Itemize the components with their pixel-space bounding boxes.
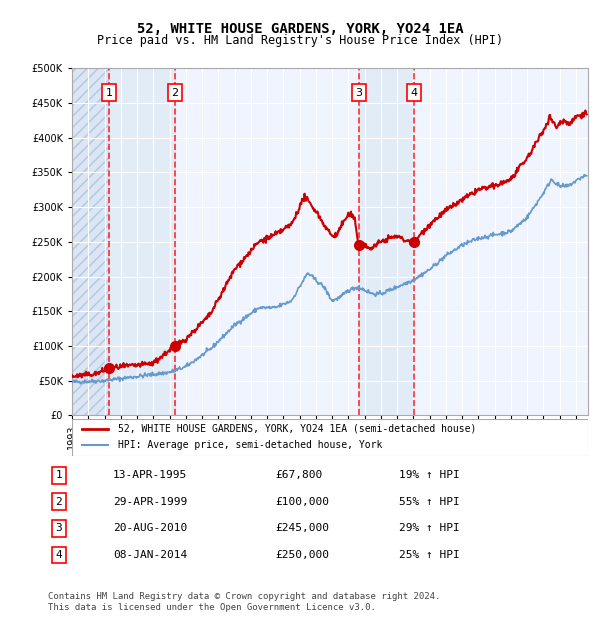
Text: £67,800: £67,800: [275, 470, 322, 480]
Text: 29-APR-1999: 29-APR-1999: [113, 497, 187, 507]
Text: 08-JAN-2014: 08-JAN-2014: [113, 550, 187, 560]
Text: 52, WHITE HOUSE GARDENS, YORK, YO24 1EA: 52, WHITE HOUSE GARDENS, YORK, YO24 1EA: [137, 22, 463, 36]
Text: 3: 3: [55, 523, 62, 533]
Text: 25% ↑ HPI: 25% ↑ HPI: [399, 550, 460, 560]
Text: 2: 2: [55, 497, 62, 507]
Text: £245,000: £245,000: [275, 523, 329, 533]
Text: Contains HM Land Registry data © Crown copyright and database right 2024.
This d: Contains HM Land Registry data © Crown c…: [48, 592, 440, 611]
Text: 1: 1: [55, 470, 62, 480]
Text: 55% ↑ HPI: 55% ↑ HPI: [399, 497, 460, 507]
Text: HPI: Average price, semi-detached house, York: HPI: Average price, semi-detached house,…: [118, 440, 383, 450]
Bar: [72, 68, 109, 415]
Bar: [72, 68, 109, 415]
Text: 2: 2: [172, 87, 178, 97]
Text: 1: 1: [106, 87, 113, 97]
FancyBboxPatch shape: [72, 418, 588, 456]
Text: 4: 4: [55, 550, 62, 560]
Text: Price paid vs. HM Land Registry's House Price Index (HPI): Price paid vs. HM Land Registry's House …: [97, 34, 503, 47]
Text: 19% ↑ HPI: 19% ↑ HPI: [399, 470, 460, 480]
Text: 3: 3: [355, 87, 362, 97]
Text: £250,000: £250,000: [275, 550, 329, 560]
Text: 52, WHITE HOUSE GARDENS, YORK, YO24 1EA (semi-detached house): 52, WHITE HOUSE GARDENS, YORK, YO24 1EA …: [118, 424, 477, 434]
Bar: [359, 68, 414, 415]
Bar: [109, 68, 175, 415]
Text: 20-AUG-2010: 20-AUG-2010: [113, 523, 187, 533]
Text: 13-APR-1995: 13-APR-1995: [113, 470, 187, 480]
Text: £100,000: £100,000: [275, 497, 329, 507]
Text: 4: 4: [410, 87, 418, 97]
Text: 29% ↑ HPI: 29% ↑ HPI: [399, 523, 460, 533]
